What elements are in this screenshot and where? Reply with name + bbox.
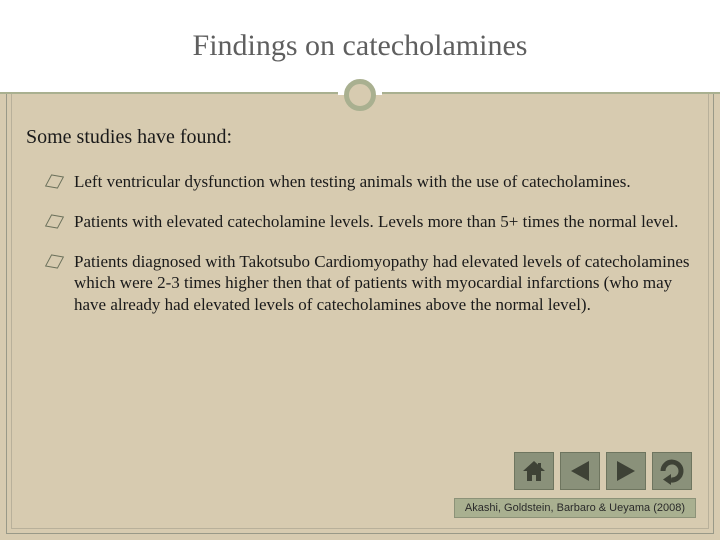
home-button[interactable] (514, 452, 554, 490)
previous-button[interactable] (560, 452, 600, 490)
content-area: Some studies have found: Left ventricula… (26, 126, 694, 334)
slide-title: Findings on catecholamines (193, 29, 528, 63)
nav-button-group (514, 452, 692, 490)
intro-text: Some studies have found: (26, 126, 694, 149)
title-ring-decoration (344, 79, 376, 111)
list-item: Left ventricular dysfunction when testin… (54, 171, 694, 193)
citation: Akashi, Goldstein, Barbaro & Ueyama (200… (454, 498, 696, 518)
bullet-list: Left ventricular dysfunction when testin… (26, 171, 694, 316)
list-item: Patients with elevated catecholamine lev… (54, 211, 694, 233)
next-icon (613, 458, 639, 484)
previous-icon (567, 458, 593, 484)
list-item: Patients diagnosed with Takotsubo Cardio… (54, 251, 694, 316)
next-button[interactable] (606, 452, 646, 490)
home-icon (521, 458, 547, 484)
return-icon (657, 457, 687, 485)
return-button[interactable] (652, 452, 692, 490)
